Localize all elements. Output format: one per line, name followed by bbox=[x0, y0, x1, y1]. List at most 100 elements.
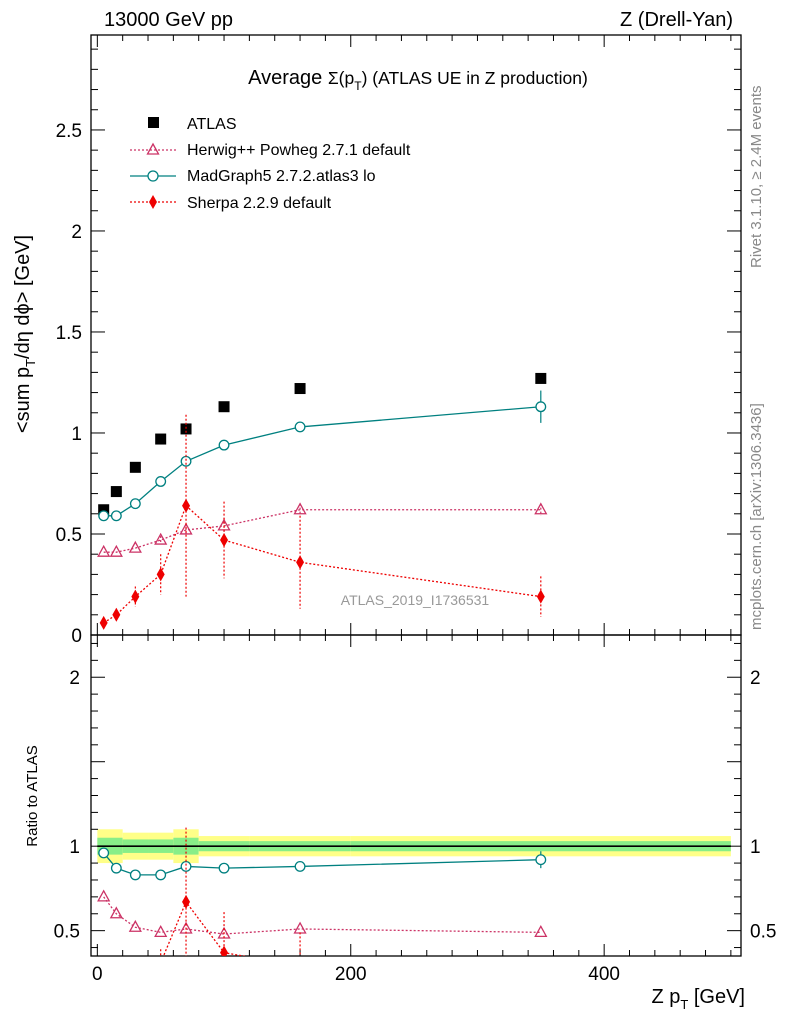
madgraph-ratio-point bbox=[180, 861, 192, 872]
ratio-y-tick-label: 0.5 bbox=[54, 922, 80, 943]
madgraph-point bbox=[155, 476, 167, 487]
madgraph-ratio-point bbox=[535, 854, 547, 866]
sherpa-point bbox=[220, 533, 229, 548]
madgraph-ratio-point bbox=[155, 869, 167, 881]
herwig-ratio-point bbox=[534, 924, 548, 937]
herwig-point bbox=[128, 540, 142, 553]
sherpa-ratio-point bbox=[220, 945, 229, 956]
x-tick-label: 400 bbox=[588, 964, 620, 985]
x-axis-label-unit: [GeV] bbox=[688, 986, 745, 1008]
sherpa-point bbox=[536, 589, 545, 604]
herwig-point bbox=[109, 544, 123, 557]
x-tick-label: 200 bbox=[335, 964, 367, 985]
atlas-point bbox=[218, 401, 230, 413]
ratio-y-tick-label: 2 bbox=[69, 668, 80, 689]
madgraph-point bbox=[129, 498, 141, 510]
ratio-ticks bbox=[91, 635, 741, 956]
herwig-ratio-point bbox=[97, 889, 111, 902]
ratio-y-tick-label-right: 0.5 bbox=[750, 922, 776, 943]
madgraph-ratio-point bbox=[294, 861, 306, 872]
chart-title-sub: T bbox=[354, 79, 362, 93]
legend-sherpa-label: Sherpa 2.2.9 default bbox=[187, 195, 332, 212]
herwig-point bbox=[97, 544, 111, 557]
atlas-point bbox=[294, 383, 306, 395]
main-tick-labels: 0 0.5 1 1.5 2 2.5 bbox=[56, 121, 82, 647]
x-axis-label-main: Z p bbox=[651, 986, 680, 1008]
chart-title-symbol: Σ(p bbox=[328, 68, 354, 88]
legend-herwig-label: Herwig++ Powheg 2.7.1 default bbox=[187, 142, 411, 159]
madgraph-ratio-point bbox=[110, 862, 122, 874]
ratio-tick-labels: 0 200 400 0.5 0.5 1 1 2 2 bbox=[54, 668, 777, 985]
main-series-layer bbox=[97, 372, 548, 630]
legend: ATLAS Herwig++ Powheg 2.7.1 default MadG… bbox=[130, 116, 411, 212]
main-y-tick-label: 0 bbox=[71, 626, 82, 647]
herwig-line bbox=[103, 509, 541, 553]
sherpa-ratio-line bbox=[162, 900, 247, 956]
ratio-plot-frame bbox=[90, 634, 742, 957]
sherpa-ratio-point bbox=[160, 955, 161, 956]
main-ticks bbox=[91, 35, 741, 636]
main-y-tick-label: 1 bbox=[71, 424, 82, 445]
atlas-point bbox=[98, 504, 110, 516]
sherpa-ratio-point bbox=[100, 991, 108, 1005]
chart-title-suffix: (ATLAS UE in Z production) bbox=[367, 68, 587, 88]
main-y-axis-label-rest: /dη dϕ> [GeV] bbox=[12, 235, 34, 359]
legend-madgraph-label: MadGraph5 2.7.2.atlas3 lo bbox=[187, 168, 376, 185]
herwig-ratio-point bbox=[109, 906, 123, 919]
x-axis-label: Z pT [GeV] bbox=[651, 986, 745, 1012]
madgraph-point bbox=[218, 439, 230, 451]
herwig-point bbox=[293, 502, 307, 515]
main-y-tick-label: 2 bbox=[71, 222, 82, 243]
chart-title: Average Σ(pT) (ATLAS UE in Z production) bbox=[248, 67, 588, 93]
sherpa-point bbox=[112, 607, 121, 622]
ratio-y-tick-label-right: 2 bbox=[750, 668, 761, 689]
madgraph-ratio-point bbox=[129, 869, 141, 881]
madgraph-ratio-point bbox=[98, 847, 110, 859]
main-y-tick-label: 2.5 bbox=[56, 121, 82, 142]
chart-title-close: ) bbox=[362, 68, 368, 88]
madgraph-point bbox=[110, 510, 122, 522]
herwig-ratio-line bbox=[103, 896, 541, 935]
atlas-point bbox=[129, 461, 141, 473]
sherpa-point bbox=[99, 615, 108, 630]
sherpa-point bbox=[156, 567, 165, 582]
legend-sherpa-marker bbox=[149, 195, 157, 209]
main-y-tick-label: 0.5 bbox=[56, 525, 82, 546]
header-right: Z (Drell-Yan) bbox=[620, 9, 733, 31]
ratio-bands bbox=[97, 829, 731, 864]
rivet-version-label: Rivet 3.1.10, ≥ 2.4M events bbox=[748, 86, 765, 269]
sherpa-ratio-point bbox=[537, 983, 545, 997]
atlas-point bbox=[110, 486, 122, 498]
sherpa-ratio-point bbox=[131, 969, 139, 983]
main-y-axis-label-main: <sum p bbox=[12, 367, 34, 433]
sherpa-point bbox=[182, 498, 191, 513]
main-y-tick-label: 1.5 bbox=[56, 323, 82, 344]
sherpa-ratio-point bbox=[112, 984, 120, 998]
herwig-point bbox=[534, 502, 548, 515]
x-axis-label-sub: T bbox=[680, 997, 688, 1012]
header-left: 13000 GeV pp bbox=[104, 9, 233, 31]
ratio-series-layer bbox=[97, 827, 548, 1005]
sherpa-point bbox=[296, 555, 305, 570]
sherpa-ratio-point bbox=[296, 959, 304, 973]
legend-atlas-label: ATLAS bbox=[187, 116, 237, 133]
herwig-ratio-point bbox=[293, 921, 307, 934]
x-tick-label: 0 bbox=[92, 964, 103, 985]
legend-herwig-marker bbox=[146, 142, 160, 155]
atlas-point bbox=[155, 433, 167, 445]
herwig-ratio-point bbox=[128, 919, 142, 932]
legend-madgraph-marker bbox=[147, 170, 159, 182]
ratio-y-tick-label-right: 1 bbox=[750, 837, 761, 858]
sherpa-line bbox=[103, 504, 541, 624]
herwig-ratio-point bbox=[154, 924, 168, 937]
chart-title-prefix: Average bbox=[248, 67, 328, 89]
atlas-point bbox=[535, 372, 547, 384]
herwig-point bbox=[179, 522, 193, 535]
sherpa-ratio-point bbox=[182, 894, 191, 909]
atlas-point bbox=[180, 423, 192, 435]
ratio-y-axis-label: Ratio to ATLAS bbox=[24, 745, 41, 846]
sherpa-point bbox=[131, 589, 140, 604]
analysis-watermark: ATLAS_2019_I1736531 bbox=[341, 592, 490, 608]
mcplots-source-label: mcplots.cern.ch [arXiv:1306.3436] bbox=[748, 403, 765, 630]
